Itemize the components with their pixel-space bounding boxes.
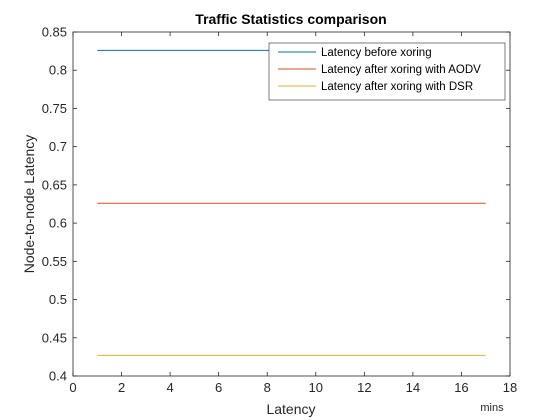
y-tick-label: 0.65 — [42, 177, 67, 192]
y-tick-label: 0.6 — [49, 216, 67, 231]
y-tick-label: 0.7 — [49, 139, 67, 154]
y-tick-label: 0.55 — [42, 254, 67, 269]
y-tick-label: 0.5 — [49, 292, 67, 307]
axis-ticks: 0 2 4 6 8 10 12 14 16 18 0.4 0.45 0.5 0.55 0.6 0.65 0.7 0… — [42, 25, 518, 396]
x-tick-label: 10 — [309, 380, 323, 395]
x-tick-label: 18 — [503, 380, 517, 395]
plot-frame — [72, 31, 511, 377]
x-tick-label: 12 — [357, 380, 371, 395]
legend-items: Latency before xoring Latency after xorin… — [278, 47, 481, 93]
y-tick-label: 0.75 — [42, 101, 67, 116]
legend: Latency before xoring Latency after xorin… — [268, 42, 506, 101]
x-tick-label: 2 — [118, 380, 125, 395]
legend-label: Latency after xoring with AODV — [321, 64, 481, 76]
x-tick-label: 6 — [215, 380, 222, 395]
x-axis-label: Latency — [266, 401, 315, 417]
legend-label: Latency before xoring — [321, 47, 432, 59]
y-axis-label: Node-to-node Latency — [21, 135, 37, 274]
x-tick-label: 16 — [454, 380, 468, 395]
chart-title: Traffic Statistics comparison — [195, 11, 386, 27]
x-tick-label: 8 — [264, 380, 271, 395]
y-tick-label: 0.4 — [49, 369, 67, 384]
y-tick-label: 0.45 — [42, 330, 67, 345]
y-tick-label: 0.8 — [49, 63, 67, 78]
x-tick-label: 0 — [69, 380, 76, 395]
legend-label: Latency after xoring with DSR — [321, 81, 473, 93]
y-tick-label: 0.85 — [42, 25, 67, 40]
x-tick-label: 14 — [406, 380, 420, 395]
x-axis-unit: mins — [480, 402, 504, 414]
x-tick-label: 4 — [166, 380, 173, 395]
